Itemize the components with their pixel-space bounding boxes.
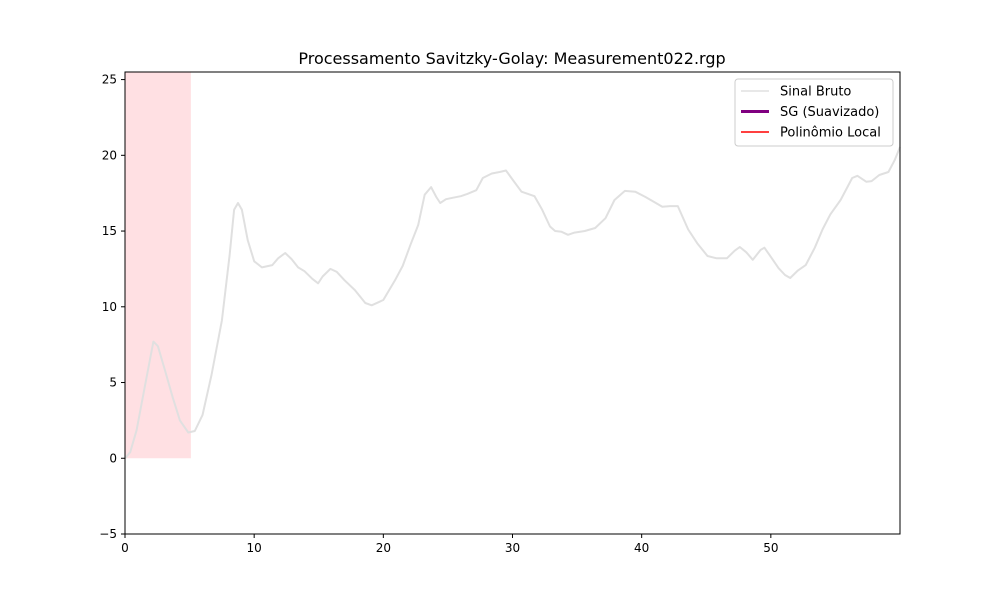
x-tick-label: 20 — [376, 541, 391, 555]
y-tick-label: −5 — [99, 527, 117, 541]
x-tick-label: 10 — [247, 541, 262, 555]
y-tick-label: 10 — [102, 300, 117, 314]
x-tick-label: 40 — [634, 541, 649, 555]
x-tick-label: 30 — [505, 541, 520, 555]
y-tick-label: 15 — [102, 224, 117, 238]
legend-label: Polinômio Local — [780, 126, 881, 141]
y-tick-label: 25 — [102, 73, 117, 87]
legend: Sinal Bruto SG (Suavizado) Polinômio Local — [734, 78, 894, 147]
chart-title: Processamento Savitzky-Golay: Measuremen… — [298, 49, 725, 68]
y-tick-label: 20 — [102, 148, 117, 162]
legend-label: SG (Suavizado) — [780, 105, 879, 120]
series-line-0 — [124, 146, 901, 459]
highlight-window — [125, 72, 191, 459]
y-tick-label: 0 — [109, 451, 117, 465]
legend-box — [734, 78, 894, 147]
y-tick-label: 5 — [109, 376, 117, 390]
legend-label: Sinal Bruto — [780, 85, 851, 100]
x-tick-label: 0 — [121, 541, 129, 555]
x-tick-label: 50 — [763, 541, 778, 555]
plot-area: 0 10 20 30 40 50 −5 0 5 10 15 20 25 — [99, 71, 901, 555]
